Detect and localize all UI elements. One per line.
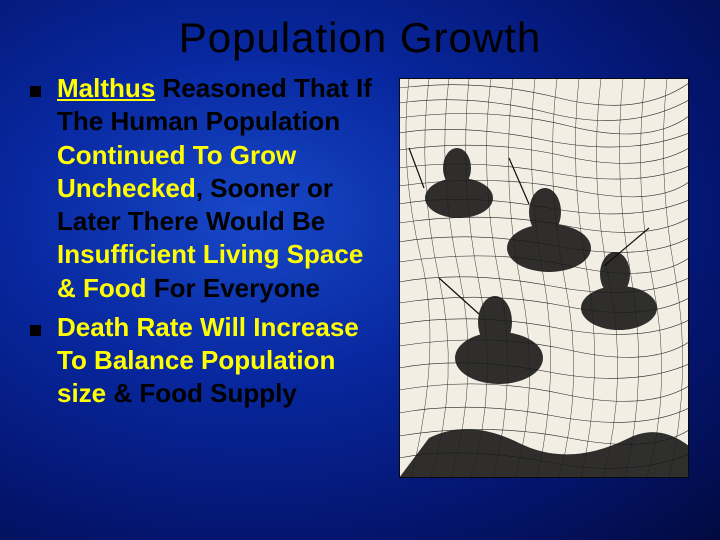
bullet-1-seg-0: Malthus: [57, 73, 155, 103]
bullet-text-2: Death Rate Will Increase To Balance Popu…: [57, 311, 374, 411]
bullet-text-1: Malthus Reasoned That If The Human Popul…: [57, 72, 374, 305]
durer-four-horsemen-illustration: [399, 78, 689, 478]
slide-title: Population Growth: [0, 0, 720, 62]
bullet-item-2: Death Rate Will Increase To Balance Popu…: [30, 311, 374, 411]
image-column: [388, 72, 700, 478]
bullet-list: Malthus Reasoned That If The Human Popul…: [30, 72, 374, 411]
bullet-2-seg-1: & Food Supply: [106, 378, 297, 408]
content-row: Malthus Reasoned That If The Human Popul…: [0, 62, 720, 478]
slide: Population Growth Malthus Reasoned That …: [0, 0, 720, 540]
bullet-marker-icon: [30, 325, 41, 336]
bullet-1-seg-5: For Everyone: [147, 273, 320, 303]
bullet-marker-icon: [30, 86, 41, 97]
bullet-item-1: Malthus Reasoned That If The Human Popul…: [30, 72, 374, 305]
text-column: Malthus Reasoned That If The Human Popul…: [30, 72, 374, 478]
